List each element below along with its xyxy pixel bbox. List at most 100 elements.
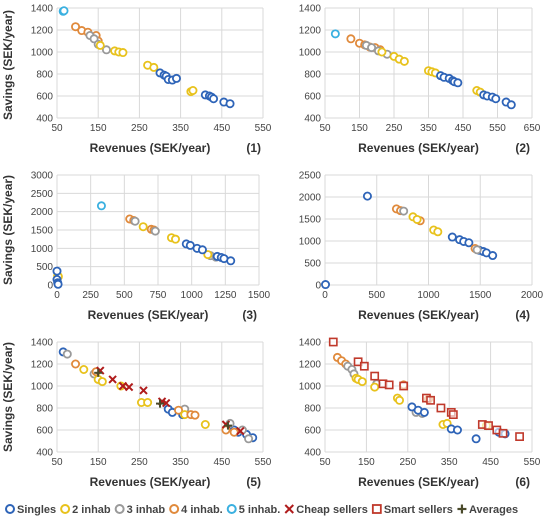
panel-label: (1) <box>246 141 261 155</box>
data-point <box>171 234 181 244</box>
y-axis-label: Savings (SEK/year) <box>1 175 15 285</box>
data-point <box>124 382 134 392</box>
panel-label: (6) <box>515 475 530 489</box>
data-point <box>188 86 198 96</box>
x-tick-label: 0 <box>54 290 60 301</box>
x-tick-label: 2000 <box>521 290 544 301</box>
data-point <box>59 6 69 16</box>
panel-label: (3) <box>242 308 257 322</box>
x-tick-label: 150 <box>351 123 368 134</box>
panel-4: 0 500 1000 1500 2000 2500 0 500 1000 1500 2000 Reve… <box>299 171 544 323</box>
data-point <box>370 371 380 381</box>
legend: Singles 2 inhab 3 inhab 4 inhab. 5 inhab. Che… <box>5 504 518 516</box>
y-tick-label: 1200 <box>299 26 322 37</box>
y-tick-label: 600 <box>36 426 53 437</box>
data-point <box>62 349 72 359</box>
legend-marker <box>226 504 237 514</box>
legend-item: Cheap sellers <box>284 504 368 516</box>
x-tick-label: 450 <box>213 123 230 134</box>
x-tick-label: 250 <box>82 290 99 301</box>
data-point <box>118 381 128 391</box>
legend-marker <box>5 504 15 514</box>
x-tick-label: 0 <box>322 290 328 301</box>
y-tick-label: 1500 <box>299 215 322 226</box>
legend-label: Singles <box>17 504 56 516</box>
data-point <box>71 22 81 32</box>
data-point <box>138 222 148 232</box>
panel-6: 400 600 800 1000 1200 1400 50 150 250 350 450 550 Re… <box>299 338 541 490</box>
data-point <box>52 266 62 276</box>
y-tick-label: 400 <box>304 114 321 125</box>
y-tick-label: 400 <box>304 448 321 459</box>
data-point <box>79 364 89 374</box>
y-tick-label: 3000 <box>31 171 54 182</box>
y-tick-label: 400 <box>36 114 53 125</box>
legend-item: 3 inhab <box>114 504 166 516</box>
data-point <box>384 380 394 390</box>
y-tick-label: 500 <box>36 262 53 273</box>
legend-marker <box>457 504 467 514</box>
y-tick-label: 2500 <box>31 189 54 200</box>
data-point <box>223 421 232 430</box>
x-tick-label: 350 <box>420 123 437 134</box>
legend-label: Cheap sellers <box>296 504 368 516</box>
data-point <box>97 377 107 387</box>
data-point <box>174 405 184 415</box>
data-point <box>116 381 126 391</box>
panel-1: 400 600 800 1000 1200 1400 50 150 250 350 450 550 Re… <box>1 4 272 156</box>
x-tick-label: 50 <box>319 123 331 134</box>
x-tick-label: 250 <box>386 123 403 134</box>
x-tick-label: 150 <box>90 123 107 134</box>
x-tick-label: 350 <box>172 123 189 134</box>
legend-item: 5 inhab. <box>226 504 281 516</box>
y-tick-label: 1000 <box>299 48 322 59</box>
panel-3: 0 500 1000 1500 2000 2500 3000 0 250 500 750 1000 12… <box>1 171 271 323</box>
legend-label: 3 inhab <box>127 504 166 516</box>
legend-label: Smart sellers <box>384 504 453 516</box>
panel-2: 400 600 800 1000 1200 1400 50 150 250 350 450 550 65… <box>299 4 541 156</box>
legend-label: 4 inhab. <box>181 504 223 516</box>
data-point <box>412 214 422 224</box>
legend-marker <box>371 504 382 514</box>
data-point <box>95 40 105 50</box>
data-point <box>484 421 493 430</box>
y-tick-label: 800 <box>304 70 321 81</box>
data-point <box>330 29 340 39</box>
data-point <box>161 398 171 408</box>
x-tick-label: 150 <box>358 457 375 468</box>
x-tick-label: 250 <box>399 457 416 468</box>
x-tick-label: 250 <box>131 123 148 134</box>
data-point <box>71 359 81 369</box>
data-point <box>225 99 235 109</box>
data-point <box>433 227 443 237</box>
data-point <box>452 425 462 435</box>
legend-marker <box>169 504 180 514</box>
y-tick-label: 800 <box>304 404 321 415</box>
legend-label: 5 inhab. <box>239 504 281 516</box>
data-point <box>197 245 207 255</box>
y-tick-label: 1000 <box>299 382 322 393</box>
y-tick-label: 1400 <box>31 338 54 349</box>
data-point <box>139 386 148 395</box>
x-tick-label: 550 <box>524 457 541 468</box>
y-tick-label: 800 <box>36 70 53 81</box>
data-point <box>130 216 140 226</box>
data-point <box>464 238 474 248</box>
y-tick-label: 2500 <box>299 171 322 182</box>
data-point <box>357 377 367 387</box>
legend-marker <box>284 504 294 514</box>
data-point <box>229 427 239 437</box>
y-tick-label: 400 <box>36 448 53 459</box>
x-tick-label: 50 <box>51 123 63 134</box>
x-axis-label: Revenues (SEK/year) <box>358 475 479 489</box>
x-tick-label: 1500 <box>469 290 492 301</box>
data-point <box>203 250 213 260</box>
data-point <box>370 382 380 392</box>
data-point <box>498 428 508 438</box>
data-point <box>515 432 524 441</box>
panel-label: (5) <box>246 475 261 489</box>
data-point <box>94 368 103 377</box>
y-tick-label: 600 <box>36 92 53 103</box>
data-point <box>101 45 111 55</box>
